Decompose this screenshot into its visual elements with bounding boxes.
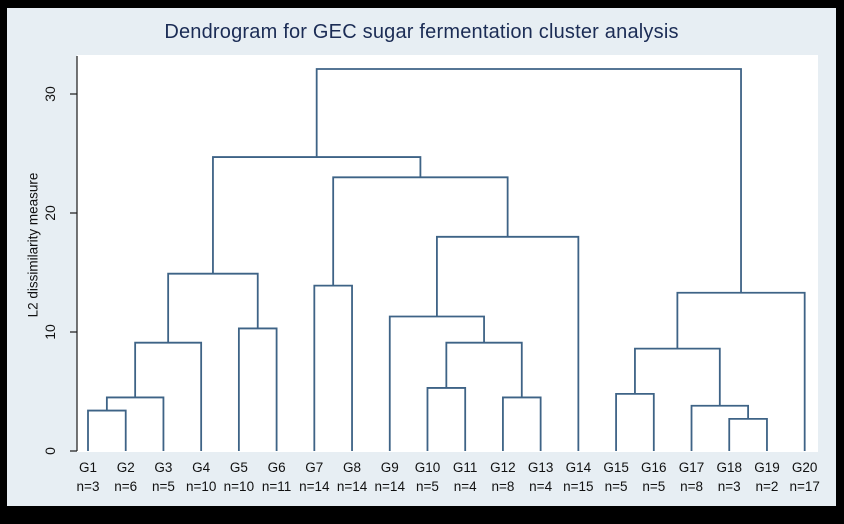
dendrogram-link-m14 [728,417,768,451]
dendrogram-link-m10 [388,315,485,451]
leaf-count-label: n=2 [755,479,779,494]
dendrogram-link-m1 [87,409,127,451]
leaf-group-name: G1 [78,460,97,475]
leaf-count-label: n=8 [680,479,703,494]
leaf-count-label: n=11 [261,479,292,494]
leaf-count-label: n=8 [491,479,515,494]
dendrogram-link-m13 [212,156,422,274]
leaf-group-name: G13 [527,460,554,475]
leaf-count-label: n=4 [529,479,553,494]
leaf-label-G17: G17 n=8 [679,458,705,496]
leaf-label-G10: G10 n=5 [415,458,441,496]
dendrogram-link-m7 [426,387,467,451]
dendrogram-link-m6 [313,284,353,451]
leaf-count-label: n=10 [185,479,217,494]
leaf-count-label: n=14 [299,479,330,494]
leaf-count-label: n=5 [416,479,439,494]
leaf-label-G1: G1 n=3 [77,458,100,496]
leaf-group-name: G20 [791,460,818,475]
dendrogram-link-m4 [237,327,278,451]
dendrogram-link-m19 [315,68,742,293]
leaf-group-name: G10 [414,460,441,475]
leaf-group-name: G5 [229,460,248,475]
leaf-group-name: G9 [380,460,399,475]
leaf-label-G12: G12 n=8 [490,458,516,496]
leaf-count-label: n=14 [374,479,405,494]
dendrogram-link-m5 [167,272,259,343]
dendrogram-link-m2 [105,396,165,451]
leaf-group-name: G18 [716,460,742,475]
leaf-label-G8: G8 n=14 [337,458,367,496]
leaf-group-name: G16 [641,460,667,475]
leaf-count-label: n=4 [453,479,477,494]
leaf-count-label: n=5 [151,479,175,494]
leaf-count-label: n=17 [789,479,820,494]
leaf-group-name: G19 [754,460,780,475]
dendrogram-svg [70,56,806,452]
chart-title: Dendrogram for GEC sugar fermentation cl… [164,21,679,43]
dendrogram-link-m9 [445,341,523,398]
dendrogram-link-m17 [634,347,721,406]
leaf-count-label: n=3 [717,479,741,494]
dendrogram-link-m16 [615,392,655,451]
leaf-label-G16: G16 n=5 [641,458,667,496]
leaf-label-G3: G3 n=5 [152,458,175,496]
graph-area: Dendrogram for GEC sugar fermentation cl… [7,8,836,506]
leaf-group-name: G6 [267,460,286,475]
leaf-label-G13: G13 n=4 [528,458,554,496]
leaf-label-G19: G19 n=2 [754,458,780,496]
leaf-count-label: n=10 [223,479,255,494]
leaf-count-label: n=14 [336,479,368,494]
leaf-label-G20: G20 n=17 [789,458,819,496]
leaf-count-label: n=6 [114,479,138,494]
dendrogram-link-m15 [690,404,749,451]
dendrogram-link-m12 [332,176,509,286]
leaf-label-G7: G7 n=14 [299,458,329,496]
leaf-group-name: G11 [452,460,478,475]
leaf-group-name: G3 [154,460,173,475]
leaf-group-name: G15 [603,460,629,475]
leaf-label-G18: G18 n=3 [716,458,742,496]
leaf-count-label: n=3 [76,479,100,494]
leaf-label-G4: G4 n=10 [186,458,216,496]
leaf-group-name: G14 [565,460,592,475]
leaf-group-name: G12 [490,460,516,475]
leaf-group-name: G4 [192,460,211,475]
leaf-label-G15: G15 n=5 [603,458,629,496]
leaf-label-G2: G2 n=6 [114,458,137,496]
leaf-label-G9: G9 n=14 [375,458,405,496]
leaf-count-label: n=15 [563,479,594,494]
leaf-label-G6: G6 n=11 [262,458,291,496]
leaf-group-name: G2 [116,460,135,475]
leaf-label-G5: G5 n=10 [224,458,254,496]
leaf-label-G14: G14 n=15 [563,458,593,496]
leaf-group-name: G8 [343,460,362,475]
dendrogram-link-m11 [436,235,580,451]
leaf-count-label: n=5 [604,479,628,494]
dendrogram-link-m8 [502,396,542,451]
leaf-label-G11: G11 n=4 [453,458,478,496]
dendrogram-link-m18 [676,291,806,451]
leaf-group-name: G17 [678,460,705,475]
leaf-count-label: n=5 [642,479,666,494]
leaf-group-name: G7 [305,460,324,475]
